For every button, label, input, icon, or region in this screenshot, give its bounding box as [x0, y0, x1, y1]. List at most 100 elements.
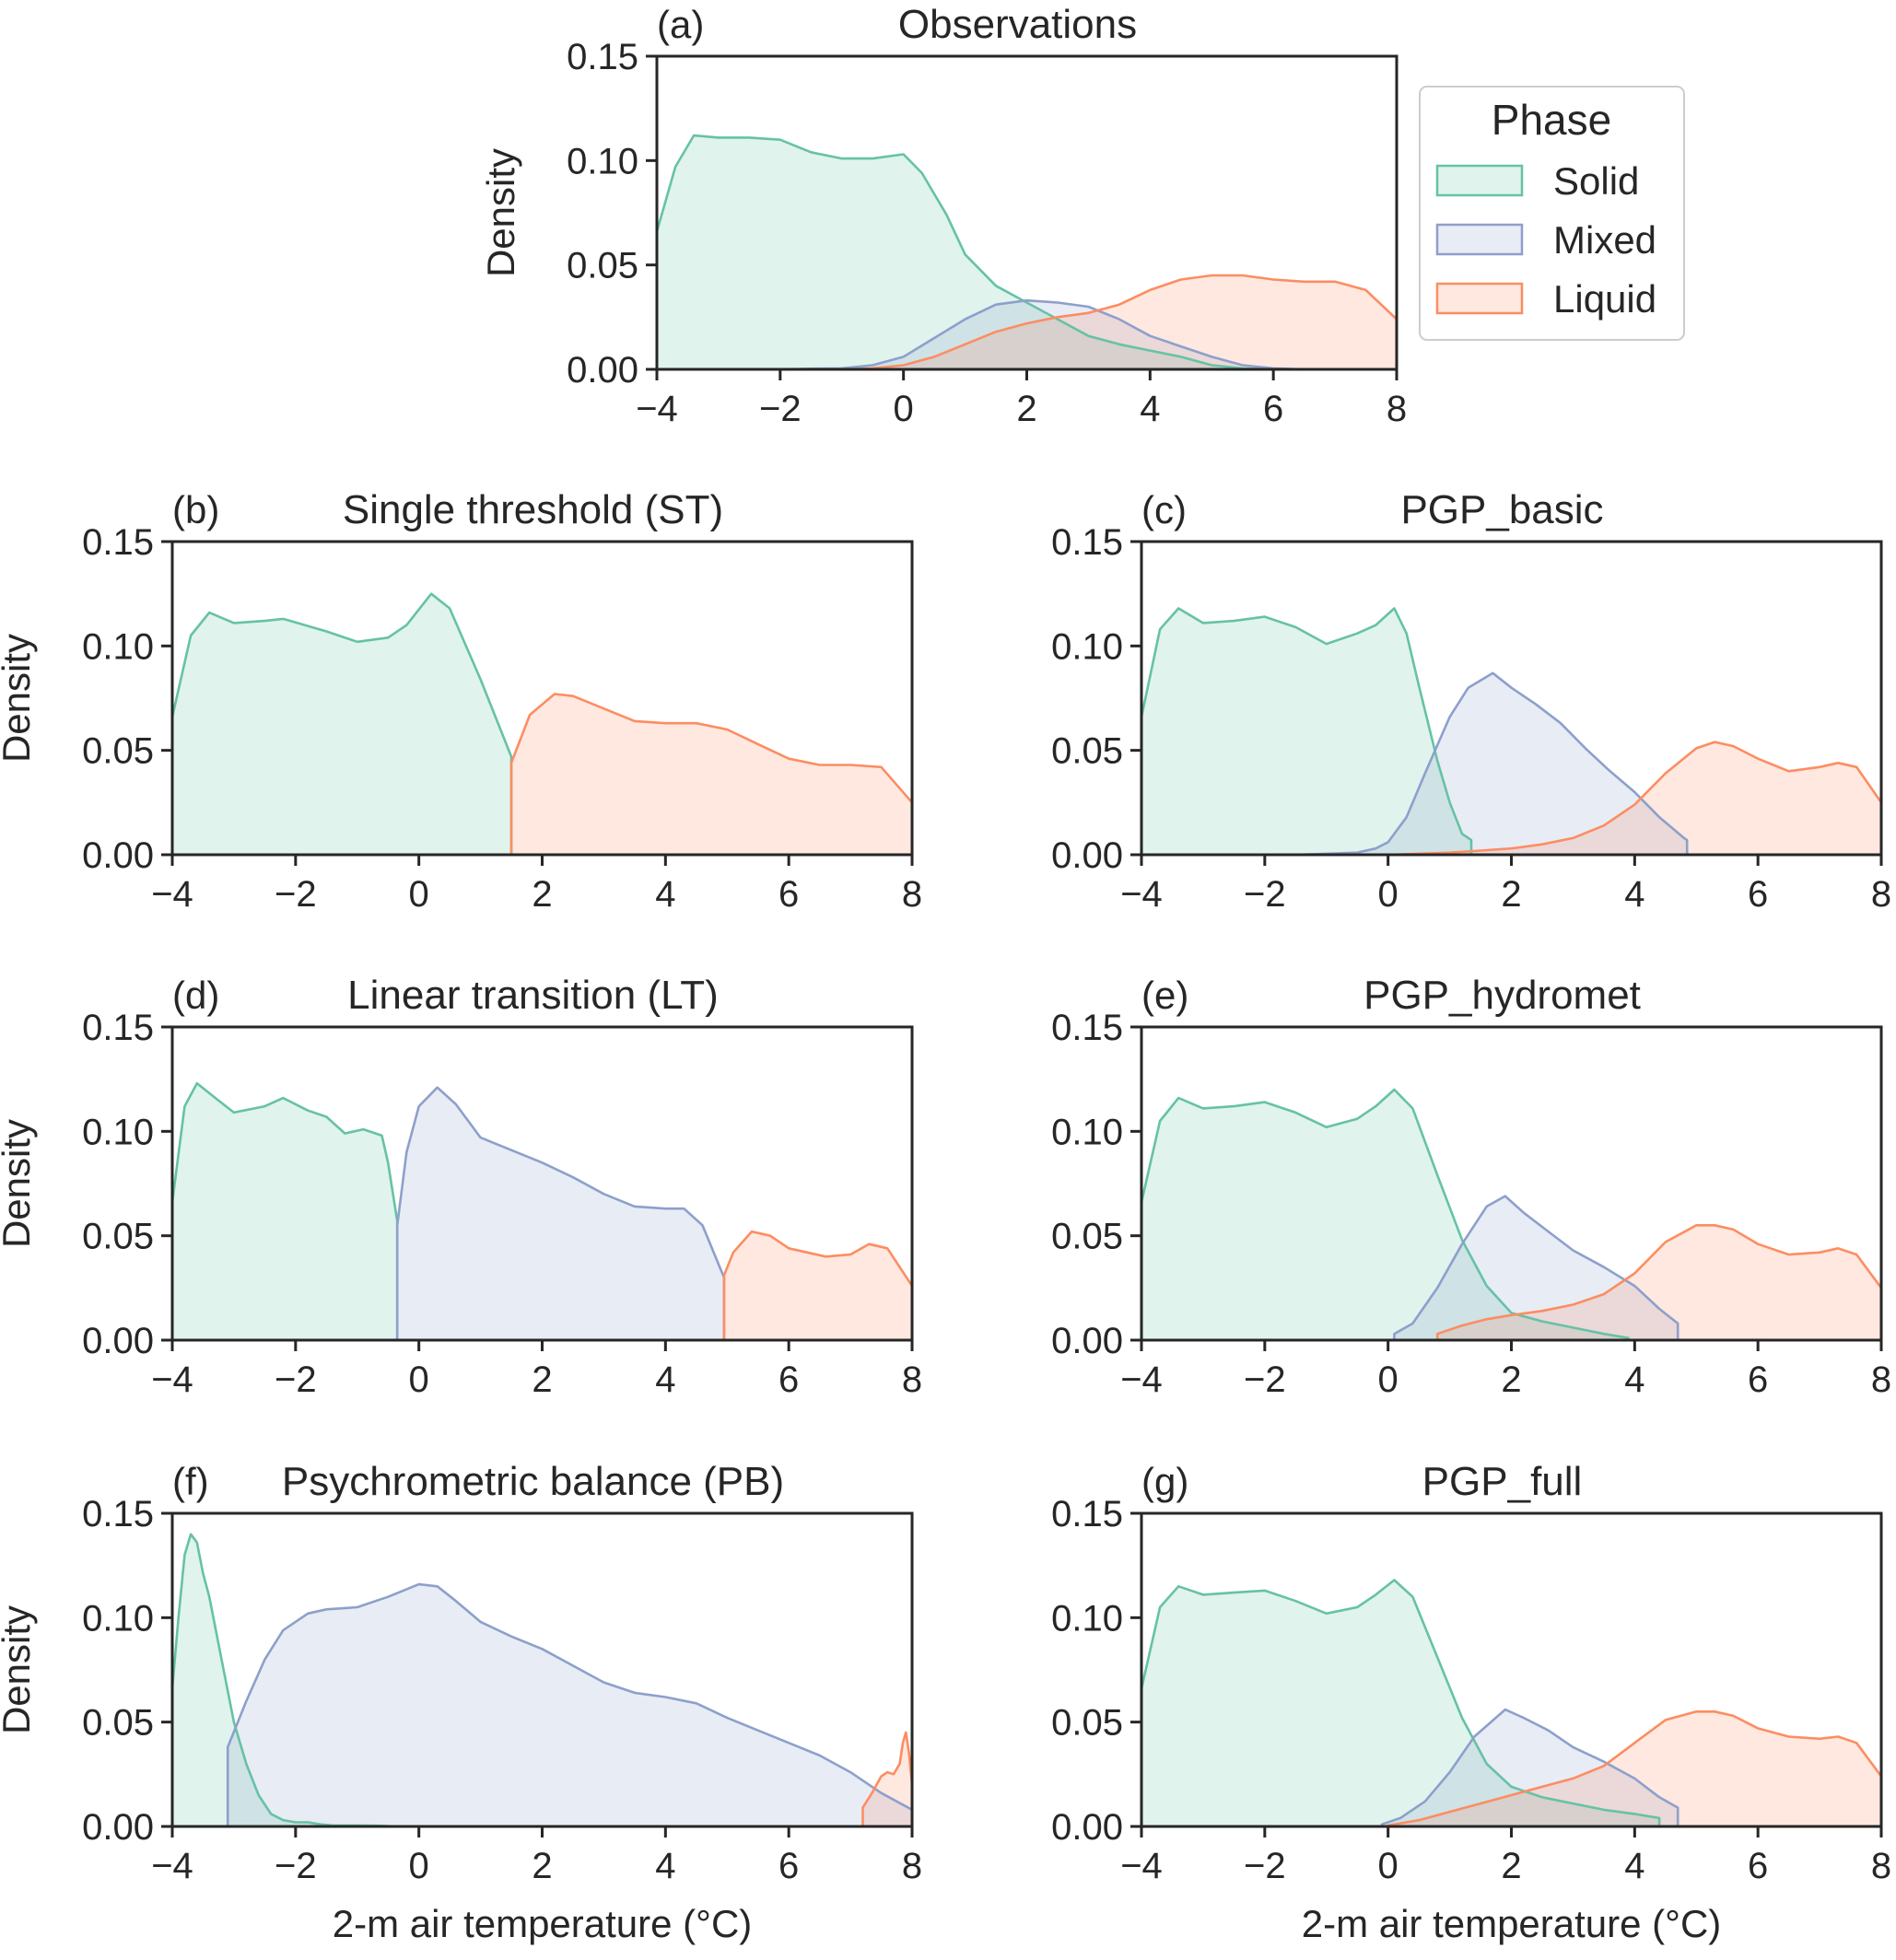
legend: Phase Solid Mixed Liquid	[1419, 86, 1685, 341]
y-axis-label: Density	[0, 634, 38, 763]
series-area-solid	[1141, 1580, 1660, 1826]
y-tick-label: 0.00	[82, 1807, 154, 1848]
x-tick-label: 6	[1748, 1359, 1768, 1400]
x-tick-label: 8	[1387, 389, 1407, 429]
panel-letter: (g)	[1141, 1460, 1188, 1503]
x-tick-label: 2	[1501, 874, 1521, 915]
y-tick-label: 0.10	[1051, 1112, 1123, 1152]
series-line-liquid	[1435, 1224, 1881, 1340]
plot-area	[172, 1533, 912, 1826]
y-tick-label: 0.15	[1051, 1008, 1123, 1048]
x-tick-label: −2	[275, 1846, 317, 1886]
x-tick-label: 8	[902, 1846, 922, 1886]
panel-title: PGP_full	[1422, 1459, 1583, 1504]
y-tick-label: 0.15	[567, 37, 638, 77]
panel-title: Observations	[898, 2, 1137, 47]
x-tick-label: 0	[409, 1359, 429, 1400]
y-tick-label: 0.10	[82, 1598, 154, 1639]
panel-letter: (e)	[1141, 974, 1188, 1017]
y-tick-label: 0.00	[567, 350, 638, 391]
y-tick-label: 0.05	[82, 1217, 154, 1257]
x-tick-label: 4	[1624, 1359, 1644, 1400]
x-tick-label: −4	[1120, 1846, 1163, 1886]
series-line-liquid	[509, 693, 912, 855]
x-axis-label: 2-m air temperature (°C)	[1302, 1902, 1722, 1945]
x-tick-label: 8	[1871, 1359, 1891, 1400]
panel-letter: (a)	[657, 3, 704, 46]
legend-label-mixed: Mixed	[1553, 218, 1656, 262]
x-tick-label: 4	[1140, 389, 1160, 429]
x-tick-label: −2	[759, 389, 802, 429]
x-tick-label: −2	[1244, 1846, 1286, 1886]
x-tick-label: 6	[778, 1846, 799, 1886]
y-tick-label: 0.00	[1051, 835, 1123, 876]
x-tick-label: −2	[1244, 1359, 1286, 1400]
x-tick-label: −4	[1120, 1359, 1163, 1400]
panel-c: −4 −2 0 2 4 6 8 0.00 0.05 0.10 0.15 (c) PGP_basic	[1051, 487, 1891, 915]
y-tick-label: 0.00	[1051, 1321, 1123, 1361]
series-area-liquid	[862, 1732, 912, 1826]
series-line-solid	[1141, 1579, 1661, 1826]
x-tick-label: 8	[1871, 1846, 1891, 1886]
x-tick-label: 0	[1378, 874, 1399, 915]
x-tick-label: 2	[532, 1846, 552, 1886]
plot-area	[1141, 607, 1881, 855]
y-tick-label: 0.00	[1051, 1807, 1123, 1848]
x-tick-label: −4	[151, 874, 193, 915]
series-area-liquid	[1387, 1711, 1881, 1826]
y-axis-label: Density	[0, 1119, 38, 1248]
panel-title: PGP_hydromet	[1363, 973, 1641, 1018]
series-area-mixed	[1295, 672, 1688, 855]
legend-label-liquid: Liquid	[1553, 277, 1656, 321]
series-area-mixed	[779, 300, 1305, 369]
series-area-mixed	[1394, 1196, 1679, 1340]
y-tick-label: 0.15	[82, 1008, 154, 1048]
x-tick-label: −2	[275, 874, 317, 915]
legend-frame	[1419, 86, 1685, 341]
series-line-solid	[1141, 607, 1473, 855]
y-axis-label: Density	[479, 148, 522, 277]
panel-title: Linear transition (LT)	[347, 973, 719, 1018]
panel-title: PGP_basic	[1400, 487, 1603, 532]
y-axis-label: Density	[0, 1605, 38, 1734]
x-tick-label: 2	[1016, 389, 1036, 429]
y-tick-label: 0.10	[1051, 1598, 1123, 1639]
series-area-mixed	[228, 1584, 912, 1826]
panel-letter: (d)	[172, 974, 219, 1017]
panel-g: −4 −2 0 2 4 6 8 0.00 0.05 0.10 0.15 (g) PGP_full 2-m …	[1051, 1459, 1891, 1945]
plot-area	[657, 134, 1397, 369]
series-line-mixed	[1380, 1708, 1679, 1826]
y-tick-label: 0.10	[82, 626, 154, 667]
x-tick-label: 6	[1748, 874, 1768, 915]
y-tick-label: 0.10	[1051, 626, 1123, 667]
y-tick-label: 0.10	[82, 1112, 154, 1152]
y-tick-label: 0.05	[567, 246, 638, 286]
series-line-mixed	[779, 298, 1305, 369]
x-tick-label: 2	[1501, 1846, 1521, 1886]
y-tick-label: 0.15	[1051, 522, 1123, 563]
y-tick-label: 0.00	[82, 1321, 154, 1361]
x-tick-label: 4	[655, 1359, 675, 1400]
x-tick-label: −4	[1120, 874, 1163, 915]
panel-b: −4 −2 0 2 4 6 8 0.00 0.05 0.10 0.15 (b) Single thres…	[0, 487, 922, 915]
panel-letter: (c)	[1141, 488, 1187, 531]
x-tick-label: −2	[1244, 874, 1286, 915]
x-tick-label: 0	[409, 874, 429, 915]
panel-title: Single threshold (ST)	[343, 487, 723, 532]
y-tick-label: 0.05	[1051, 1217, 1123, 1257]
x-tick-label: −4	[636, 389, 678, 429]
y-tick-label: 0.05	[1051, 1703, 1123, 1744]
series-area-liquid	[841, 275, 1397, 369]
x-tick-label: 2	[532, 874, 552, 915]
legend-label-solid: Solid	[1553, 159, 1639, 203]
x-tick-label: 0	[1378, 1359, 1399, 1400]
series-line-solid	[172, 592, 513, 855]
x-tick-label: 6	[778, 874, 799, 915]
y-tick-label: 0.05	[82, 731, 154, 772]
series-area-liquid	[723, 1231, 912, 1340]
series-line-mixed	[395, 1086, 726, 1340]
y-tick-label: 0.15	[82, 522, 154, 563]
plot-area	[1141, 1579, 1881, 1826]
series-area-solid	[172, 1083, 398, 1340]
series-line-liquid	[1387, 1710, 1881, 1826]
